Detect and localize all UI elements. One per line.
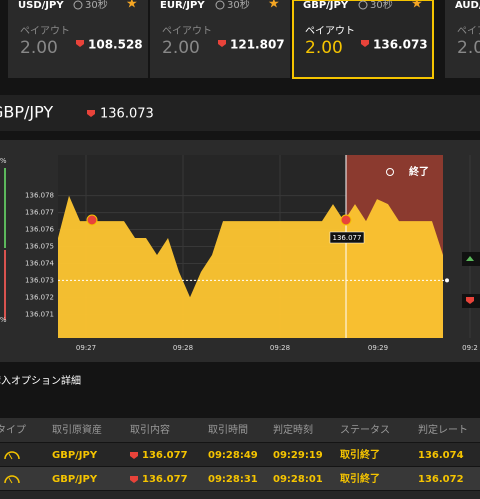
column-header: ステータス [340,424,390,436]
x-tick-label: 09:28 [173,344,193,352]
expiry-icon [386,168,394,176]
table-cell: 09:29:19 [273,450,323,461]
tab-card[interactable] [150,0,290,78]
header-pair: GBP/JPY [0,103,53,122]
table-cell: GBP/JPY [52,450,98,461]
payout-label: ペイアウト [457,25,480,37]
table-row [0,491,480,499]
table-row [0,443,480,466]
down-icon [76,40,84,47]
table-cell: 136.077 [142,474,188,485]
y-tick-label: 136.077 [25,209,54,217]
table-cell: 136.077 [142,450,188,461]
header-bar [0,95,480,131]
type-needle [8,477,13,484]
star-icon: ★ [411,0,423,12]
tab-price: 121.807 [230,38,285,52]
table-cell: 09:28:49 [208,450,258,461]
payout: 2.00 [162,38,200,58]
table-cell: 09:28:31 [208,474,258,485]
clock-icon [358,0,368,10]
section-title: 購入オプション詳細 [0,374,81,387]
entry-flag [86,214,98,226]
gauge-down [4,250,6,320]
column-header: 取引時間 [208,424,248,436]
left-label: 35% [0,316,7,324]
column-header: タイプ [0,424,26,436]
payout-label: ペイアウト [305,25,355,37]
tab-card[interactable] [445,0,480,78]
table-cell: 136.074 [418,450,464,461]
y-tick-label: 136.078 [25,192,54,200]
column-header: 判定レート [418,423,468,436]
x-tick-label: 09:27 [76,344,96,352]
y-tick-label: 136.076 [25,226,54,234]
tab-card[interactable] [8,0,148,78]
down-icon [361,40,369,47]
payout: 2.00 [305,38,343,58]
tab-price: 108.528 [88,38,143,52]
down-icon [218,40,226,47]
x-tick-label: 09:29 [368,344,388,352]
type-icon [4,451,20,460]
payout: 2.00 [20,38,58,58]
expiry-label: 終了 [409,165,429,178]
tab-duration: 30秒 [227,0,250,11]
star-icon: ★ [126,0,138,12]
tab-duration: 30秒 [370,0,393,11]
y-tick-label: 136.075 [25,243,54,251]
x-tick-label: 09:2 [462,344,478,352]
price-area [58,195,443,338]
y-tick-label: 136.073 [25,276,54,284]
payout: 2.00 [457,38,480,58]
tab-price: 136.073 [373,38,428,52]
type-icon [4,475,20,484]
down-icon [466,297,474,304]
tab-pair: AUD/U [455,0,480,11]
header-price: 136.073 [100,107,154,122]
down-icon [130,452,138,459]
down-icon [87,110,95,117]
clock-icon [215,0,225,10]
table-cell: 09:28:01 [273,474,323,485]
y-tick-label: 136.072 [25,293,54,301]
y-tick-label: 136.074 [25,259,54,267]
table-cell: 取引終了 [340,448,380,461]
gauge-up [4,168,6,248]
tab-duration: 30秒 [85,0,108,11]
column-header: 判定時刻 [273,423,313,436]
table-row [0,467,480,490]
column-header: 取引原資産 [52,423,102,436]
y-tick-label: 136.071 [25,310,54,318]
tab-pair: USD/JPY [18,0,64,11]
left-label: 65% [0,157,7,165]
entry-flag [340,214,352,226]
tab-card[interactable] [292,0,434,79]
x-tick-label: 09:28 [270,344,290,352]
price-tag: 136.077 [333,234,362,242]
down-icon [130,476,138,483]
payout-label: ペイアウト [162,25,212,37]
type-needle [8,453,13,460]
payout-label: ペイアウト [20,25,70,37]
column-header: 取引内容 [130,423,170,436]
current-dot [445,278,449,283]
call-icon [466,256,474,261]
table-cell: 取引終了 [340,472,380,485]
table-cell: 136.072 [418,474,464,485]
price-tag-bg [329,231,365,244]
star-icon: ★ [268,0,280,12]
tab-pair: GBP/JPY [303,0,349,11]
table-header [0,418,480,442]
tab-pair: EUR/JPY [160,0,205,11]
table-cell: GBP/JPY [52,474,98,485]
clock-icon [73,0,83,10]
